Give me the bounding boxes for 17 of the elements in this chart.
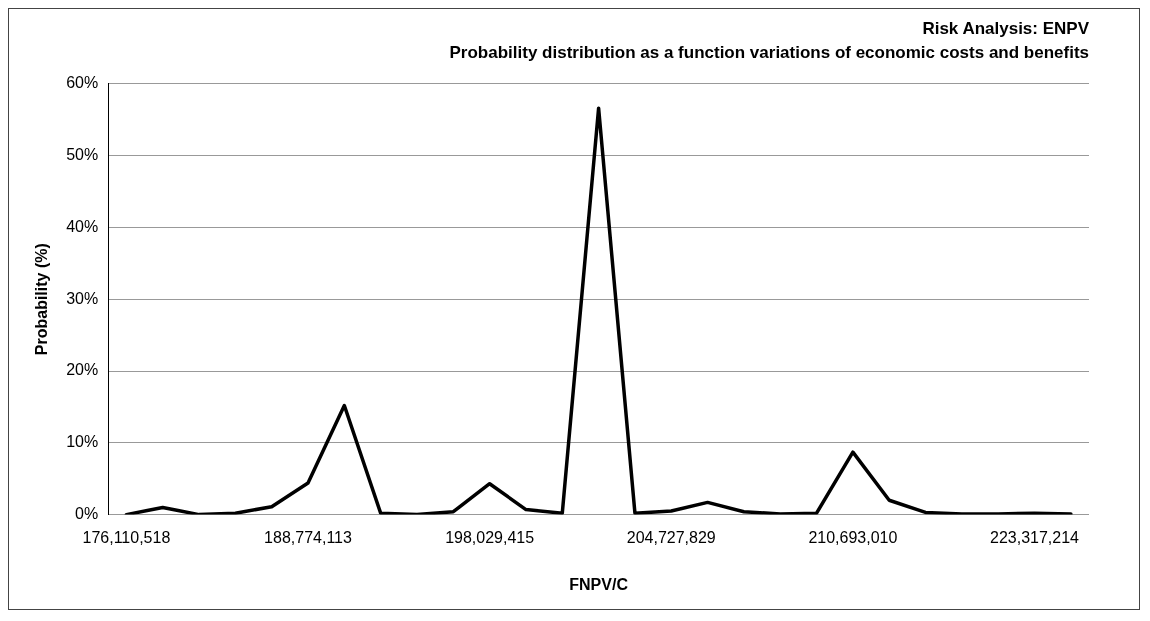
y-tick-label: 60%	[66, 74, 99, 92]
y-tick-label: 30%	[66, 289, 99, 307]
x-tick-label: 176,110,518	[82, 528, 171, 546]
y-axis-title: Probability (%)	[33, 243, 51, 356]
y-tick-label: 20%	[66, 361, 99, 379]
chart-title: Risk Analysis: ENPV	[922, 18, 1090, 38]
x-tick-label: 204,727,829	[626, 528, 716, 546]
x-tick-label: 188,774,113	[264, 528, 352, 546]
chart-subtitle: Probability distribution as a function variations of economic costs and benefits	[449, 43, 1089, 63]
x-tick-label: 198,029,415	[445, 528, 535, 546]
y-tick-label: 40%	[66, 217, 99, 235]
y-tick-label: 0%	[75, 505, 99, 523]
y-tick-label: 10%	[66, 433, 99, 451]
x-tick-label: 223,317,214	[990, 528, 1080, 546]
x-tick-label: 210,693,010	[808, 528, 898, 546]
y-tick-label: 50%	[66, 146, 99, 164]
x-axis-title: FNPV/C	[569, 575, 629, 593]
